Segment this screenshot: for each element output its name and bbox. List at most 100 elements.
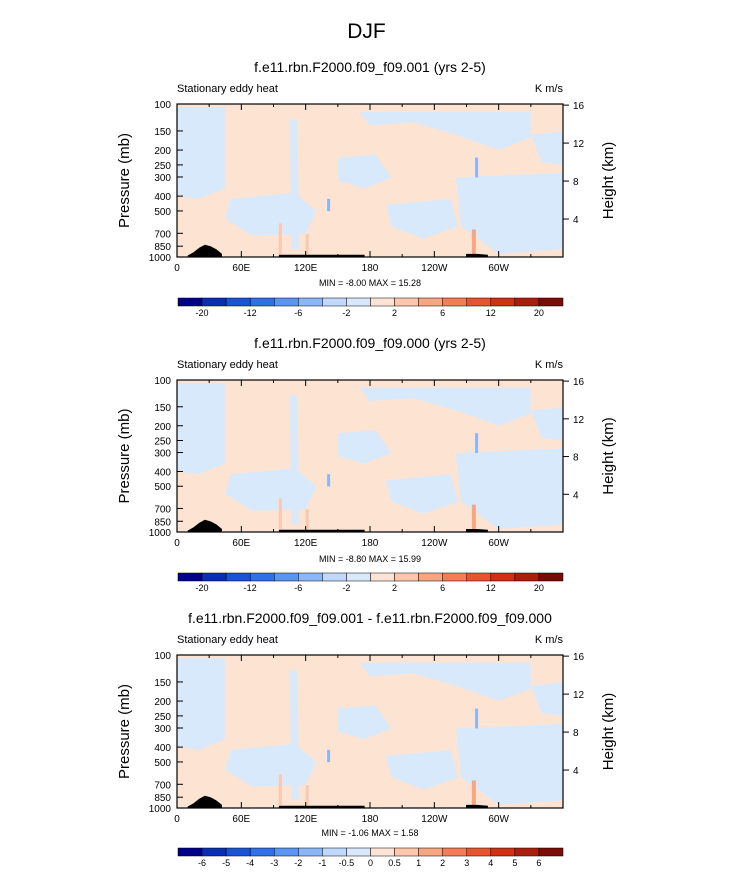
x-tick-label: 60E [232, 263, 250, 274]
y-right-tick-label: 16 [573, 652, 585, 663]
colorbar-box [514, 297, 540, 307]
x-tick-label: 180 [362, 538, 379, 549]
field-negative-region [289, 670, 300, 801]
topography [187, 795, 222, 808]
colorbar-label: -2 [294, 858, 302, 868]
colorbar-box [322, 847, 347, 857]
x-tick-label: 0 [174, 814, 180, 825]
y-right-axis-title: Height (km) [600, 693, 617, 771]
x-tick-label: 120E [294, 538, 318, 549]
y-tick-label: 250 [154, 712, 171, 723]
colorbar-label: -4 [246, 858, 254, 868]
colorbar-label: -1 [318, 858, 326, 868]
chart-title: f.e11.rbn.F2000.f09_f09.000 (yrs 2-5) [254, 335, 486, 351]
y-right-axis-title: Height (km) [600, 417, 617, 495]
topography [466, 804, 488, 808]
colorbar-label: 2 [440, 858, 445, 868]
y-right-tick-label: 4 [573, 766, 579, 777]
y-tick-label: 200 [154, 697, 171, 708]
colorbar-box [490, 847, 516, 857]
colorbar-box [346, 572, 371, 582]
colorbar-box [466, 297, 492, 307]
y-right-tick-label: 8 [573, 728, 579, 739]
field-accent [305, 785, 309, 805]
colorbar-box [249, 572, 275, 582]
field-accent [278, 223, 282, 254]
x-tick-label: 120W [421, 814, 448, 825]
colorbar-box [225, 297, 251, 307]
colorbar-label: 0 [368, 858, 373, 868]
colorbar-label: 2 [392, 308, 397, 318]
y-tick-label: 850 [154, 242, 171, 253]
field-accent [327, 749, 331, 763]
y-tick-label: 100 [154, 376, 171, 387]
colorbar-label: 6 [440, 308, 445, 318]
field-accent [475, 433, 479, 453]
topography [466, 253, 488, 257]
colorbar-box [322, 297, 347, 307]
field-accent [278, 774, 282, 805]
colorbar-box [274, 297, 299, 307]
y-tick-label: 700 [154, 780, 171, 791]
colorbar-label: -0.5 [339, 858, 355, 868]
colorbar-label: -6 [294, 308, 302, 318]
colorbar-box [346, 847, 371, 857]
colorbar-box [201, 847, 227, 857]
colorbar-box [490, 297, 516, 307]
field-negative-region [337, 705, 392, 740]
colorbar-box [466, 572, 492, 582]
field-negative-region [386, 474, 458, 514]
chart-title: f.e11.rbn.F2000.f09_f09.001 (yrs 2-5) [254, 59, 486, 75]
y-tick-label: 150 [154, 678, 171, 689]
units-label: K m/s [535, 634, 564, 646]
field-accent [471, 504, 476, 529]
y-right-tick-label: 8 [573, 177, 579, 188]
colorbar-label: -20 [196, 583, 209, 593]
colorbar-label: -2 [342, 583, 350, 593]
units-label: K m/s [535, 83, 564, 95]
colorbar-label: 2 [392, 583, 397, 593]
colorbar-box [394, 297, 419, 307]
colorbar-box [249, 297, 275, 307]
colorbar-label: 6 [440, 583, 445, 593]
colorbar-box [177, 847, 203, 857]
y-tick-label: 300 [154, 449, 171, 460]
field-negative-region [337, 430, 392, 464]
colorbar-box [201, 572, 227, 582]
y-tick-label: 700 [154, 229, 171, 240]
x-tick-label: 120W [421, 538, 448, 549]
colorbar-box [538, 847, 564, 857]
x-tick-label: 120E [294, 263, 318, 274]
y-tick-label: 100 [154, 100, 171, 111]
x-tick-label: 60W [488, 538, 509, 549]
colorbar-box [418, 572, 443, 582]
field-negative-region [455, 723, 563, 805]
colorbar-box [514, 572, 540, 582]
colorbar-label: -2 [342, 308, 350, 318]
x-tick-label: 120E [294, 814, 318, 825]
colorbar-box [298, 297, 323, 307]
colorbar-box [322, 572, 347, 582]
field-accent [278, 498, 282, 529]
colorbar-label: -3 [270, 858, 278, 868]
x-tick-label: 180 [362, 263, 379, 274]
x-tick-label: 60W [488, 814, 509, 825]
colorbar-box [370, 297, 395, 307]
min-max-stats: MIN = -1.06 MAX = 1.58 [321, 828, 418, 838]
x-tick-label: 120W [421, 263, 448, 274]
colorbar-box [370, 572, 395, 582]
y-tick-label: 400 [154, 192, 171, 203]
colorbar-box [418, 297, 443, 307]
y-right-tick-label: 12 [573, 690, 585, 701]
colorbar-label: 3 [464, 858, 469, 868]
colorbar-box [177, 572, 203, 582]
field-negative-region [289, 119, 300, 250]
field-negative-region [359, 662, 531, 701]
field-negative-region [337, 154, 392, 189]
x-tick-label: 0 [174, 538, 180, 549]
field-label: Stationary eddy heat [177, 359, 278, 371]
min-max-stats: MIN = -8.80 MAX = 15.99 [319, 554, 421, 564]
field-negative-region [177, 107, 226, 199]
field-negative-region [455, 172, 563, 254]
